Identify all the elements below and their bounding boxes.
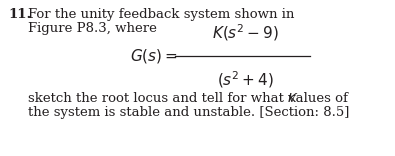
Text: $K(s^2 - 9)$: $K(s^2 - 9)$: [212, 22, 278, 43]
Text: the system is stable and unstable. [Section: 8.5]: the system is stable and unstable. [Sect…: [28, 106, 349, 119]
Text: sketch the root locus and tell for what values of: sketch the root locus and tell for what …: [28, 92, 352, 105]
Text: $G(s) =$: $G(s) =$: [130, 47, 178, 65]
Text: $K$: $K$: [288, 92, 299, 105]
Text: $(s^2 + 4)$: $(s^2 + 4)$: [216, 69, 273, 90]
Text: 11.: 11.: [8, 8, 31, 21]
Text: Figure P8.3, where: Figure P8.3, where: [28, 22, 157, 35]
Text: For the unity feedback system shown in: For the unity feedback system shown in: [28, 8, 294, 21]
